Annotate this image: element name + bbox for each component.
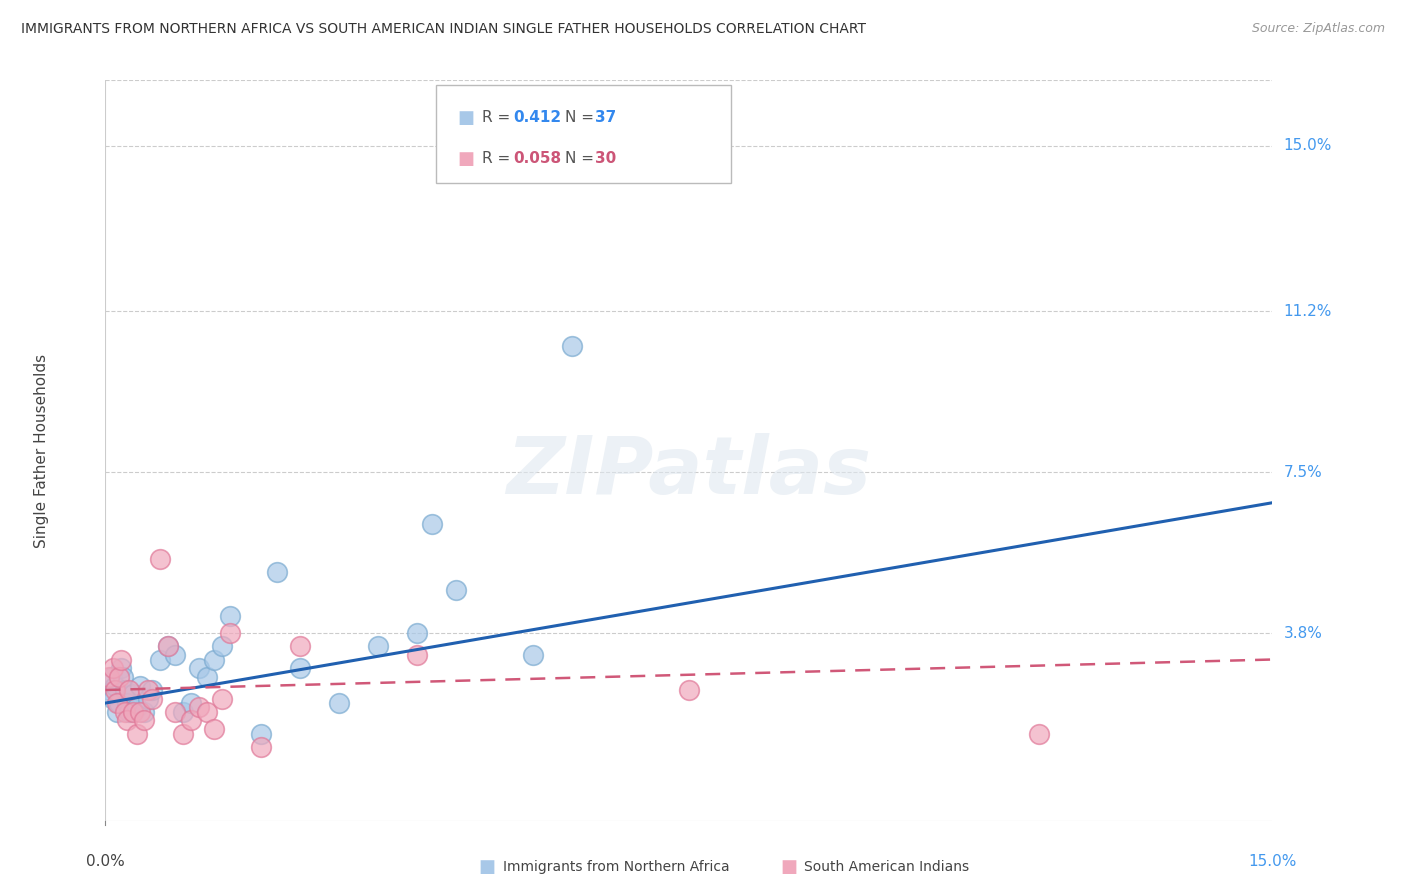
Point xyxy=(134,705,156,719)
Point xyxy=(250,726,273,740)
Point xyxy=(141,683,163,698)
Point xyxy=(219,609,242,624)
Point xyxy=(156,640,179,654)
Point xyxy=(100,670,122,684)
Text: 0.412: 0.412 xyxy=(513,111,561,125)
Point xyxy=(105,696,128,710)
Point xyxy=(115,714,138,728)
Point xyxy=(129,705,152,719)
Point xyxy=(125,700,148,714)
Text: IMMIGRANTS FROM NORTHERN AFRICA VS SOUTH AMERICAN INDIAN SINGLE FATHER HOUSEHOLD: IMMIGRANTS FROM NORTHERN AFRICA VS SOUTH… xyxy=(21,22,866,37)
Text: ■: ■ xyxy=(457,150,474,168)
Point xyxy=(678,683,700,698)
Text: R =: R = xyxy=(482,152,516,166)
Point xyxy=(115,696,138,710)
Text: South American Indians: South American Indians xyxy=(804,860,969,874)
Point xyxy=(103,691,125,706)
Point xyxy=(118,683,141,698)
Text: R =: R = xyxy=(482,111,516,125)
Point xyxy=(110,661,132,675)
Point xyxy=(266,566,288,580)
Point xyxy=(219,626,242,640)
Point xyxy=(250,739,273,754)
Point xyxy=(172,705,194,719)
Point xyxy=(121,687,143,701)
Text: 37: 37 xyxy=(595,111,616,125)
Text: 11.2%: 11.2% xyxy=(1284,303,1331,318)
Point xyxy=(211,691,233,706)
Point xyxy=(522,648,544,662)
Text: 0.0%: 0.0% xyxy=(86,854,125,869)
Point xyxy=(129,679,152,693)
Point xyxy=(136,683,159,698)
Point xyxy=(156,640,179,654)
Point xyxy=(367,640,389,654)
Point xyxy=(110,652,132,666)
Point xyxy=(187,661,209,675)
Text: N =: N = xyxy=(565,152,599,166)
Point xyxy=(180,696,202,710)
Point xyxy=(105,705,128,719)
Point xyxy=(149,652,172,666)
Text: 30: 30 xyxy=(595,152,616,166)
Point xyxy=(108,670,131,684)
Point xyxy=(202,722,225,736)
Point xyxy=(111,670,134,684)
Point xyxy=(202,652,225,666)
Point xyxy=(405,648,427,662)
Text: ■: ■ xyxy=(478,858,495,876)
Text: 15.0%: 15.0% xyxy=(1249,854,1296,869)
Point xyxy=(165,705,187,719)
Point xyxy=(561,339,583,353)
Text: Source: ZipAtlas.com: Source: ZipAtlas.com xyxy=(1251,22,1385,36)
Point xyxy=(288,661,311,675)
Point xyxy=(195,705,218,719)
Text: 15.0%: 15.0% xyxy=(1284,138,1331,153)
Text: 7.5%: 7.5% xyxy=(1284,465,1322,480)
Point xyxy=(444,582,467,597)
Text: ■: ■ xyxy=(457,109,474,127)
Point xyxy=(172,726,194,740)
Point xyxy=(98,670,121,684)
Point xyxy=(187,700,209,714)
Point xyxy=(114,705,136,719)
Point xyxy=(98,683,121,698)
Point xyxy=(405,626,427,640)
Point xyxy=(103,661,125,675)
Point xyxy=(121,705,143,719)
Point xyxy=(104,683,127,698)
Point xyxy=(211,640,233,654)
Point xyxy=(149,552,172,566)
Point xyxy=(141,691,163,706)
Point xyxy=(1028,726,1050,740)
Point xyxy=(420,517,443,532)
Point xyxy=(180,714,202,728)
Point xyxy=(165,648,187,662)
Text: Single Father Households: Single Father Households xyxy=(34,353,49,548)
Point xyxy=(125,726,148,740)
Text: ■: ■ xyxy=(780,858,797,876)
Point xyxy=(114,683,136,698)
Point xyxy=(134,714,156,728)
Text: 0.058: 0.058 xyxy=(513,152,561,166)
Point xyxy=(136,691,159,706)
Point xyxy=(288,640,311,654)
Text: 3.8%: 3.8% xyxy=(1284,626,1323,640)
Point xyxy=(104,679,127,693)
Point xyxy=(118,705,141,719)
Point xyxy=(328,696,350,710)
Text: N =: N = xyxy=(565,111,599,125)
Text: ZIPatlas: ZIPatlas xyxy=(506,434,872,511)
Point xyxy=(108,696,131,710)
Point xyxy=(195,670,218,684)
Text: Immigrants from Northern Africa: Immigrants from Northern Africa xyxy=(503,860,730,874)
